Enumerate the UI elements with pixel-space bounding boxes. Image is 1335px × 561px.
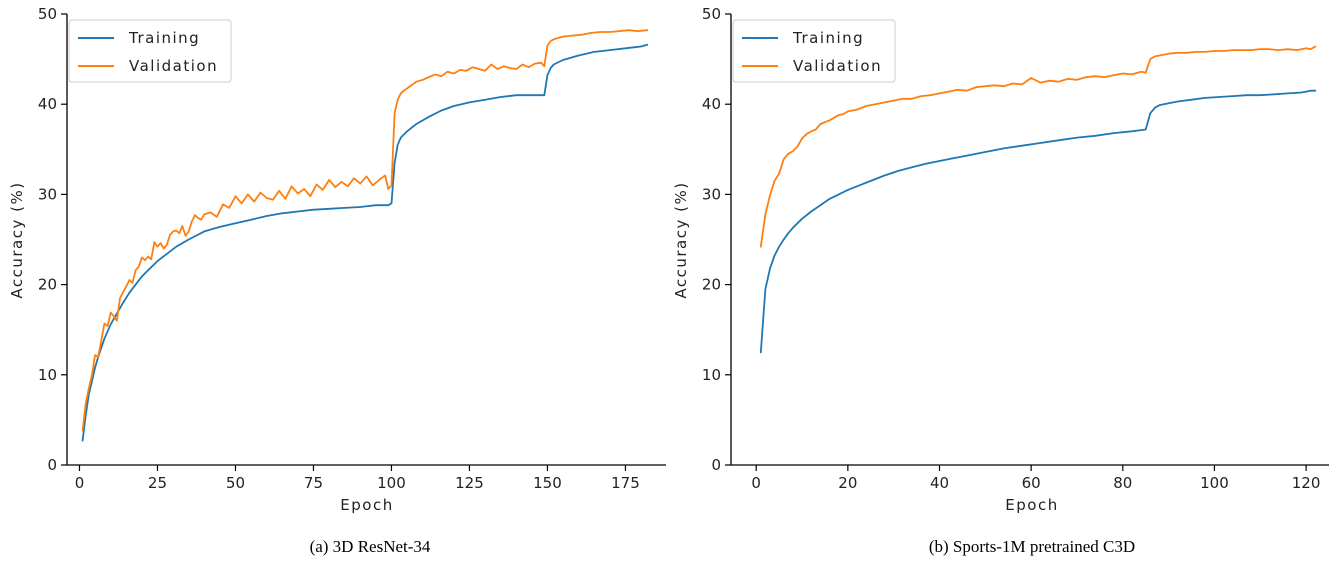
chart-resnet34: 0 25 50 75 100 125 150 175 0 10 20 30 40 50 Epoch Acc…: [8, 5, 666, 556]
y-tick-label: 0: [47, 456, 57, 474]
y-tick-label: 20: [702, 276, 721, 294]
legend-a: Training Validation: [68, 19, 232, 83]
axes-a: [66, 14, 666, 466]
legend-label-training: Training: [128, 29, 200, 47]
series-a: [81, 29, 649, 442]
x-tick-label: 150: [533, 474, 562, 492]
caption-b: (b) Sports-1M pretrained C3D: [929, 537, 1135, 556]
y-tick-label: 20: [38, 276, 57, 294]
x-tick-label: 100: [377, 474, 406, 492]
legend-label-training: Training: [792, 29, 864, 47]
legend-label-validation: Validation: [793, 57, 882, 75]
x-tick-label: 0: [75, 474, 85, 492]
x-tick-label: 20: [838, 474, 857, 492]
series-b: [759, 45, 1317, 354]
caption-a: (a) 3D ResNet-34: [310, 537, 431, 556]
x-tick-label: 120: [1292, 474, 1321, 492]
y-tick-label: 50: [38, 5, 57, 23]
y-tick-label: 40: [38, 95, 57, 113]
ticks-b: 0 20 40 60 80 100 120 0 10 20 30 40 50: [702, 5, 1321, 492]
y-tick-label: 40: [702, 95, 721, 113]
axes-b: [730, 14, 1329, 466]
x-axis-label: Epoch: [340, 496, 393, 514]
series-line-validation: [759, 45, 1317, 248]
series-line-validation: [81, 29, 649, 432]
legend-b: Training Validation: [732, 19, 896, 83]
series-line-training: [759, 89, 1317, 354]
y-tick-label: 10: [702, 366, 721, 384]
x-tick-label: 25: [148, 474, 167, 492]
y-tick-label: 30: [38, 185, 57, 203]
x-tick-label: 75: [304, 474, 323, 492]
x-tick-label: 40: [930, 474, 949, 492]
y-tick-label: 30: [702, 185, 721, 203]
x-tick-label: 50: [226, 474, 245, 492]
legend-label-validation: Validation: [129, 57, 218, 75]
y-tick-label: 50: [702, 5, 721, 23]
x-tick-label: 125: [455, 474, 484, 492]
y-tick-label: 10: [38, 366, 57, 384]
y-tick-label: 0: [711, 456, 721, 474]
x-tick-label: 0: [751, 474, 761, 492]
ticks-a: 0 25 50 75 100 125 150 175 0 10 20 30 40 50: [38, 5, 640, 492]
y-axis-label: Accuracy (%): [8, 181, 26, 298]
y-axis-label: Accuracy (%): [672, 181, 690, 298]
x-tick-label: 80: [1113, 474, 1132, 492]
series-line-training: [81, 43, 649, 442]
x-tick-label: 60: [1022, 474, 1041, 492]
x-axis-label: Epoch: [1005, 496, 1058, 514]
x-tick-label: 100: [1200, 474, 1229, 492]
chart-c3d: 0 20 40 60 80 100 120 0 10 20 30 40 50 Epoch Accurac…: [672, 5, 1329, 556]
x-tick-label: 175: [611, 474, 640, 492]
